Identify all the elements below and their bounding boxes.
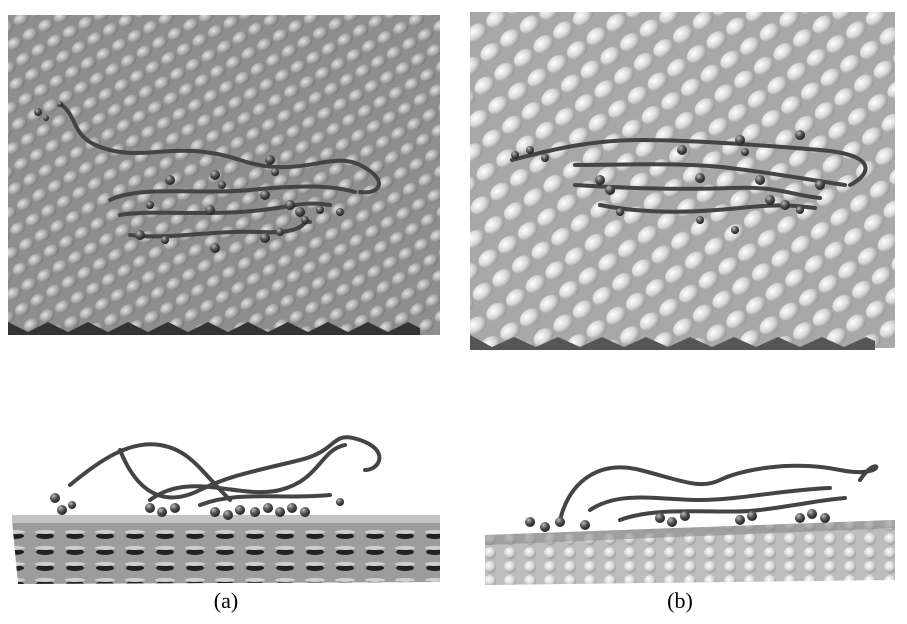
panel-label: (a) [214,588,238,613]
panel-a-side [12,435,440,584]
panel-a-top [8,15,440,335]
panel-b-side [485,463,895,585]
panel-label: (b) [667,588,693,613]
panel-b-top [470,12,895,350]
